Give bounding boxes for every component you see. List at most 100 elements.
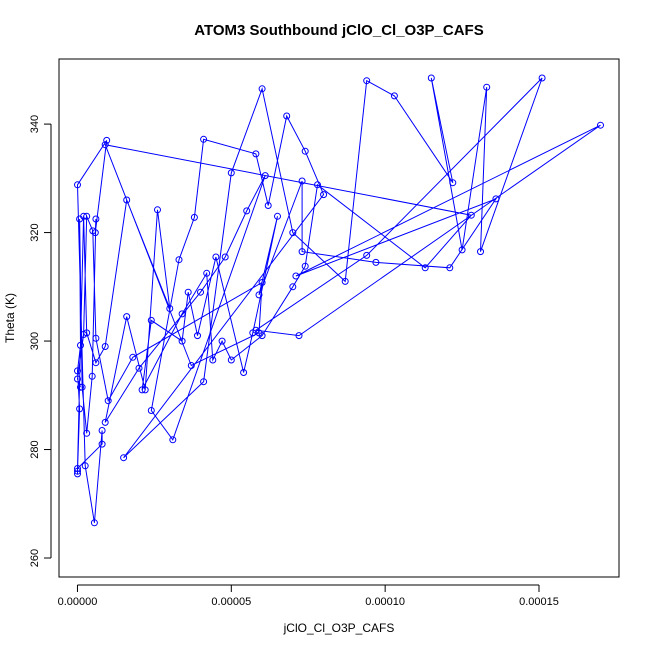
data-point xyxy=(492,195,500,203)
y-axis-label: Theta (K) xyxy=(3,293,17,343)
data-point xyxy=(221,253,229,261)
data-point xyxy=(74,367,81,375)
data-point xyxy=(449,179,457,187)
data-point xyxy=(92,215,100,223)
data-point xyxy=(320,191,328,199)
y-axis: 260 280 300 320 340 xyxy=(29,115,52,567)
data-point xyxy=(101,418,109,426)
data-point xyxy=(101,141,109,149)
data-point xyxy=(74,181,81,189)
data-point xyxy=(77,383,84,391)
data-point xyxy=(88,372,96,380)
data-point xyxy=(169,436,177,444)
x-axis-label: jClO_Cl_O3P_CAFS xyxy=(283,621,395,635)
data-point xyxy=(123,196,131,204)
data-point xyxy=(74,467,81,475)
data-point xyxy=(141,386,149,394)
data-point xyxy=(98,427,106,434)
data-point xyxy=(218,337,226,345)
data-point xyxy=(187,362,195,369)
data-point xyxy=(103,136,111,144)
data-point xyxy=(483,83,491,91)
data-point xyxy=(295,332,303,340)
data-point xyxy=(458,246,466,254)
data-point xyxy=(74,470,81,478)
data-point xyxy=(194,332,201,340)
y-tick-label: 280 xyxy=(29,440,41,458)
data-point xyxy=(200,378,208,386)
series-layer xyxy=(74,74,604,527)
data-point xyxy=(166,305,174,312)
data-point xyxy=(341,277,349,285)
data-point xyxy=(175,256,183,264)
data-point xyxy=(258,85,266,93)
data-point xyxy=(212,253,220,261)
data-point xyxy=(467,211,475,219)
data-point xyxy=(252,150,260,158)
data-point xyxy=(77,341,84,349)
data-point xyxy=(123,313,131,321)
data-point xyxy=(240,369,248,376)
data-point xyxy=(363,77,371,85)
data-point xyxy=(289,229,297,237)
data-point xyxy=(120,454,128,462)
data-point xyxy=(104,397,112,405)
data-point xyxy=(154,206,161,214)
data-point xyxy=(390,92,398,100)
chart-title: ATOM3 Southbound jClO_Cl_O3P_CAFS xyxy=(194,22,483,39)
data-point xyxy=(363,251,371,259)
data-point xyxy=(209,356,217,364)
data-point xyxy=(138,386,146,394)
data-point xyxy=(274,212,281,220)
data-point xyxy=(258,279,266,286)
x-tick-label: 0.00005 xyxy=(211,596,251,608)
data-point xyxy=(80,331,88,338)
data-point xyxy=(92,334,100,342)
x-axis: 0.00000 0.00005 0.00010 0.00015 xyxy=(58,584,559,608)
data-point xyxy=(200,135,208,143)
data-point xyxy=(101,343,109,350)
data-point xyxy=(255,329,263,337)
data-point xyxy=(289,283,297,291)
x-tick-label: 0.00000 xyxy=(58,596,98,608)
data-point xyxy=(203,269,211,277)
data-point xyxy=(255,291,263,299)
data-point xyxy=(446,264,454,272)
data-point xyxy=(301,147,309,155)
data-point xyxy=(427,74,435,82)
data-point xyxy=(92,359,100,367)
data-point xyxy=(74,465,81,472)
data-point xyxy=(98,440,106,448)
data-point xyxy=(147,316,155,324)
x-tick-label: 0.00010 xyxy=(365,596,405,608)
data-point xyxy=(292,272,300,280)
data-point xyxy=(197,288,204,296)
data-point xyxy=(178,310,186,318)
data-point xyxy=(227,356,235,364)
data-point xyxy=(83,212,91,220)
data-point xyxy=(227,169,235,177)
data-point xyxy=(243,207,251,215)
data-point xyxy=(76,405,84,413)
data-point xyxy=(129,353,137,361)
y-tick-label: 260 xyxy=(29,549,41,567)
x-tick-label: 0.00015 xyxy=(519,596,559,608)
series-line xyxy=(76,77,601,523)
data-point xyxy=(81,462,89,470)
data-point xyxy=(190,213,198,221)
data-point xyxy=(147,407,155,414)
plot-frame xyxy=(58,58,620,578)
data-point xyxy=(538,74,546,82)
data-point xyxy=(298,177,306,185)
data-point xyxy=(264,202,272,209)
y-tick-label: 300 xyxy=(29,332,41,350)
data-point xyxy=(83,429,91,437)
data-point xyxy=(80,212,88,220)
data-point xyxy=(421,264,429,272)
data-point xyxy=(301,262,309,270)
data-point xyxy=(135,364,143,372)
data-point xyxy=(178,337,186,345)
